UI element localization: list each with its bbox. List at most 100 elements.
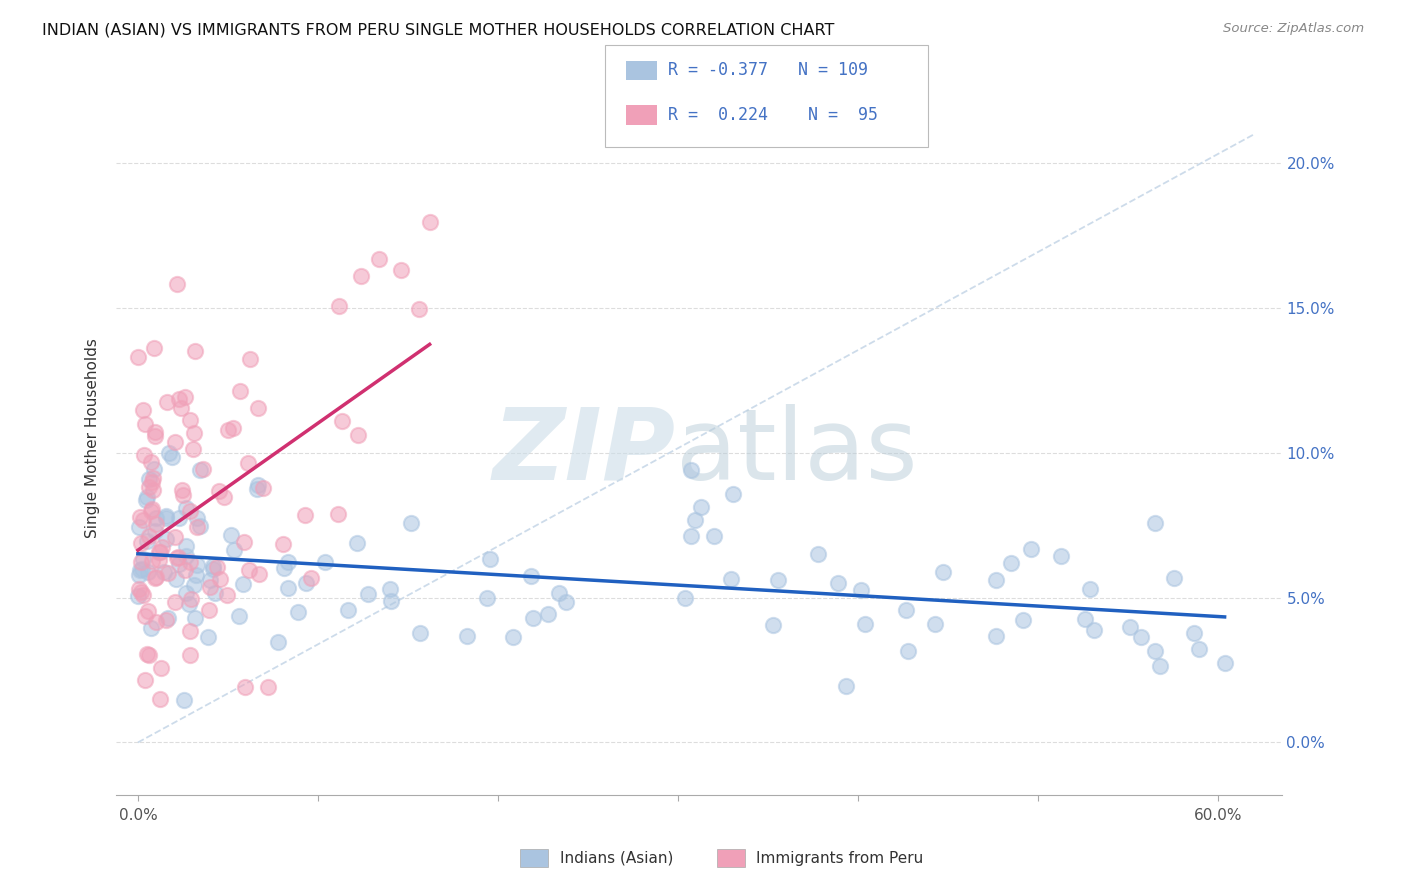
Point [138,648,160,662]
Point [149,661,172,675]
Point [233,534,256,549]
Point [368,252,391,266]
Point [1163,571,1185,585]
Point [1000,557,1022,571]
Point [157,611,180,625]
Point [166,550,188,565]
Point [673,591,696,605]
Point [141,554,163,568]
Point [172,483,194,497]
Point [129,509,152,524]
Point [179,648,201,663]
Point [135,493,157,508]
Point [170,401,193,415]
Point [256,680,278,694]
Point [153,566,176,580]
Point [129,536,152,550]
Point [129,585,152,599]
Point [807,547,830,561]
Point [155,613,177,627]
Point [229,384,252,398]
Point [932,566,955,580]
Point [167,510,190,524]
Point [143,524,166,538]
Point [548,585,571,599]
Point [131,562,153,576]
Point [141,621,163,635]
Point [1144,516,1167,530]
Point [350,268,373,283]
Point [180,592,202,607]
Point [204,586,226,600]
Point [136,603,159,617]
Point [277,555,299,569]
Point [703,529,725,543]
Point [200,580,222,594]
Y-axis label: Single Mother Households: Single Mother Households [86,338,100,538]
Point [477,591,499,605]
Point [679,463,702,477]
Text: atlas: atlas [676,404,917,501]
Point [174,549,197,563]
Point [1074,611,1097,625]
Point [271,537,294,551]
Point [129,563,152,577]
Point [177,597,200,611]
Point [198,603,221,617]
Point [201,559,224,574]
Point [134,417,156,431]
Point [555,595,578,609]
Point [132,551,155,566]
Point [273,561,295,575]
Point [179,504,201,518]
Point [135,490,157,504]
Point [1187,642,1209,657]
Point [148,544,170,558]
Point [155,508,177,523]
Point [155,511,177,525]
Point [184,568,207,582]
Point [145,510,167,524]
Point [346,428,368,442]
Text: INDIAN (ASIAN) VS IMMIGRANTS FROM PERU SINGLE MOTHER HOUSEHOLDS CORRELATION CHAR: INDIAN (ASIAN) VS IMMIGRANTS FROM PERU S… [42,22,835,37]
Point [184,611,207,625]
Point [357,587,380,601]
Point [723,487,745,501]
Point [188,463,211,477]
Point [1129,630,1152,644]
Point [179,412,201,426]
Point [330,414,353,428]
Point [224,543,246,558]
Point [222,421,245,435]
Point [389,262,412,277]
Point [143,429,166,443]
Point [150,540,173,554]
Point [419,215,441,229]
Point [894,603,917,617]
Point [537,607,560,621]
Point [1012,613,1035,627]
Point [142,471,165,485]
Point [214,490,236,504]
Point [174,501,197,516]
Point [163,434,186,449]
Text: ZIP: ZIP [492,404,676,501]
Point [1049,549,1071,563]
Point [294,508,316,522]
Point [986,629,1008,643]
Point [294,575,316,590]
Point [1213,656,1236,670]
Point [160,450,183,464]
Point [186,558,208,572]
Point [174,586,197,600]
Point [1149,659,1171,673]
Point [239,352,262,367]
Point [1083,624,1105,638]
Point [167,550,190,565]
Point [169,392,191,406]
Point [128,520,150,534]
Point [346,535,368,549]
Point [502,631,524,645]
Point [217,423,239,437]
Point [380,594,402,608]
